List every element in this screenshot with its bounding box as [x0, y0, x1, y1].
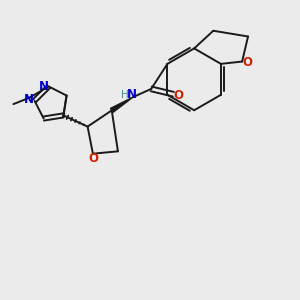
Text: O: O	[174, 89, 184, 102]
Text: O: O	[242, 56, 252, 70]
Text: O: O	[88, 152, 98, 166]
Text: N: N	[38, 80, 48, 93]
Polygon shape	[110, 97, 133, 112]
Text: N: N	[24, 93, 34, 106]
Text: H: H	[122, 90, 129, 100]
Text: N: N	[128, 88, 137, 101]
